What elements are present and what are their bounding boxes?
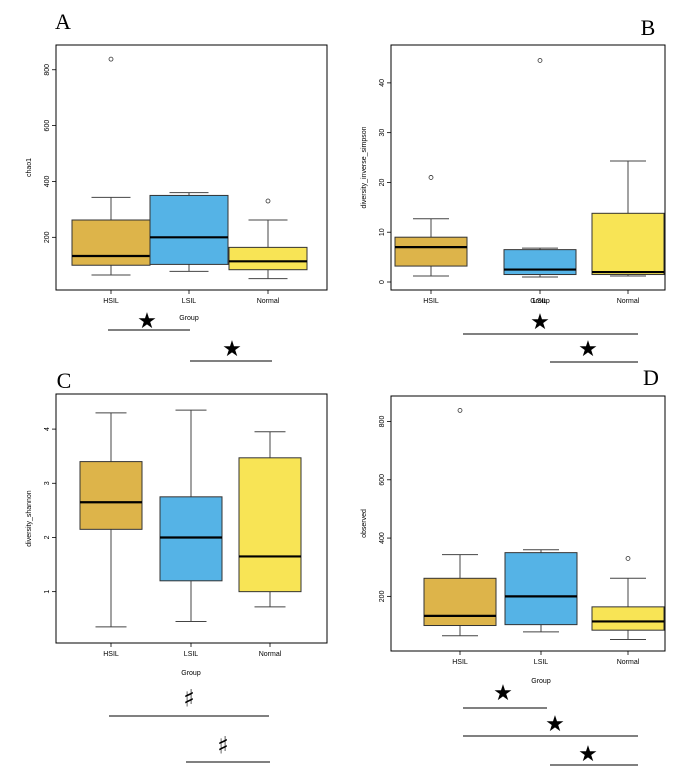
y-tick-label: 20: [379, 178, 386, 186]
significance-HSIL-Normal: ★: [463, 310, 638, 335]
iqr-box: [228, 246, 308, 271]
box-LSIL: [504, 549, 578, 633]
iqr-box: [423, 577, 497, 627]
box-LSIL: [159, 409, 223, 622]
y-axis-label: diversity_shannon: [26, 490, 33, 547]
iqr-box: [238, 457, 302, 593]
y-tick-label: 2: [44, 535, 51, 539]
iqr-box: [79, 461, 143, 530]
box-HSIL: [79, 412, 143, 628]
x-tick-label: Normal: [259, 651, 282, 658]
iqr-box: [591, 606, 665, 631]
outlier-point: [265, 198, 271, 204]
panel-letter: C: [57, 368, 72, 393]
y-tick-label: 800: [379, 416, 386, 428]
y-tick-label: 4: [44, 427, 51, 431]
x-tick-label: LSIL: [534, 659, 549, 666]
significance-LSIL-Normal: ★: [550, 742, 638, 767]
y-tick-label: 200: [379, 590, 386, 602]
x-tick-label: Normal: [617, 298, 640, 305]
x-tick-label: Normal: [257, 298, 280, 305]
significance-symbol: ★: [578, 337, 598, 362]
plot-frame: [55, 44, 328, 291]
y-tick-label: 600: [379, 474, 386, 486]
plot-frame: [390, 395, 666, 652]
x-tick-label: HSIL: [423, 298, 439, 305]
box-Normal: [238, 431, 302, 608]
box-HSIL: [394, 175, 468, 277]
outlier-point: [108, 56, 114, 62]
y-tick-label: 3: [44, 481, 51, 485]
x-axis-label: Group: [531, 678, 551, 685]
significance-symbol: ♯: [217, 732, 229, 760]
x-tick-label: HSIL: [103, 651, 119, 658]
panel-C: C 1 2 3 4 HSIL LSIL Normal Group diversity_shanno…: [26, 368, 328, 763]
y-tick-label: 10: [379, 228, 386, 236]
y-tick-label: 200: [44, 231, 51, 243]
x-tick-label: HSIL: [103, 298, 119, 305]
iqr-box: [394, 236, 468, 267]
x-axis-label: Group: [179, 315, 199, 322]
y-tick-label: 30: [379, 129, 386, 137]
box-Normal: [591, 160, 665, 277]
iqr-box: [159, 496, 223, 582]
x-axis-label: Group: [530, 298, 550, 305]
y-tick-label: 0: [379, 280, 386, 284]
iqr-box: [149, 194, 229, 265]
significance-HSIL-LSIL: ★: [108, 309, 190, 334]
y-tick-label: 40: [379, 79, 386, 87]
box-Normal: [228, 198, 308, 280]
panel-B: B 0 10 20 30 40 HSIL LSIL Normal Group diversity_i…: [361, 15, 666, 363]
panel-letter: A: [55, 9, 71, 34]
box-Normal: [591, 556, 665, 641]
y-axis-label: diversity_inverse_simpson: [361, 126, 368, 208]
iqr-box: [504, 552, 578, 626]
significance-symbol: ★: [578, 742, 598, 767]
x-tick-label: LSIL: [533, 298, 548, 305]
x-tick-label: LSIL: [184, 651, 199, 658]
significance-symbol: ★: [493, 681, 513, 706]
plot-frame: [390, 44, 666, 291]
y-tick-label: 800: [44, 64, 51, 76]
x-tick-label: LSIL: [182, 298, 197, 305]
significance-HSIL-Normal: ♯: [109, 685, 269, 717]
significance-HSIL-Normal: ★: [463, 712, 638, 737]
y-tick-label: 600: [44, 120, 51, 132]
y-axis-label: chao1: [26, 158, 33, 177]
significance-LSIL-Normal: ♯: [186, 732, 270, 763]
outlier-point: [457, 408, 463, 413]
significance-LSIL-Normal: ★: [550, 337, 638, 363]
y-tick-label: 1: [44, 590, 51, 594]
significance-symbol: ★: [222, 337, 242, 362]
significance-symbol: ♯: [183, 685, 195, 713]
box-LSIL: [503, 58, 577, 278]
panel-letter: D: [643, 365, 659, 390]
outlier-point: [625, 556, 631, 561]
significance-symbol: ★: [530, 310, 550, 335]
panel-letter: B: [641, 15, 656, 40]
significance-symbol: ★: [545, 712, 565, 737]
panel-D: D 200 400 600 800 HSIL LSIL Normal Group observed…: [361, 365, 666, 767]
y-tick-label: 400: [379, 532, 386, 544]
outlier-point: [537, 58, 543, 63]
x-axis-label: Group: [181, 670, 201, 677]
box-HSIL: [423, 408, 497, 637]
y-tick-label: 400: [44, 176, 51, 188]
significance-symbol: ★: [137, 309, 157, 334]
x-tick-label: Normal: [617, 659, 640, 666]
y-axis-label: observed: [361, 509, 368, 538]
panel-A: A 200 400 600 800 HSIL LSIL Normal Group chao1 ★ ★: [26, 9, 328, 362]
box-HSIL: [71, 56, 151, 276]
plot-frame: [55, 393, 328, 644]
iqr-box: [503, 249, 577, 276]
box-LSIL: [149, 192, 229, 272]
iqr-box: [71, 219, 151, 266]
outlier-point: [428, 175, 434, 180]
x-tick-label: HSIL: [452, 659, 468, 666]
significance-HSIL-LSIL: ★: [463, 681, 547, 709]
iqr-box: [591, 212, 665, 276]
significance-LSIL-Normal: ★: [190, 337, 272, 362]
